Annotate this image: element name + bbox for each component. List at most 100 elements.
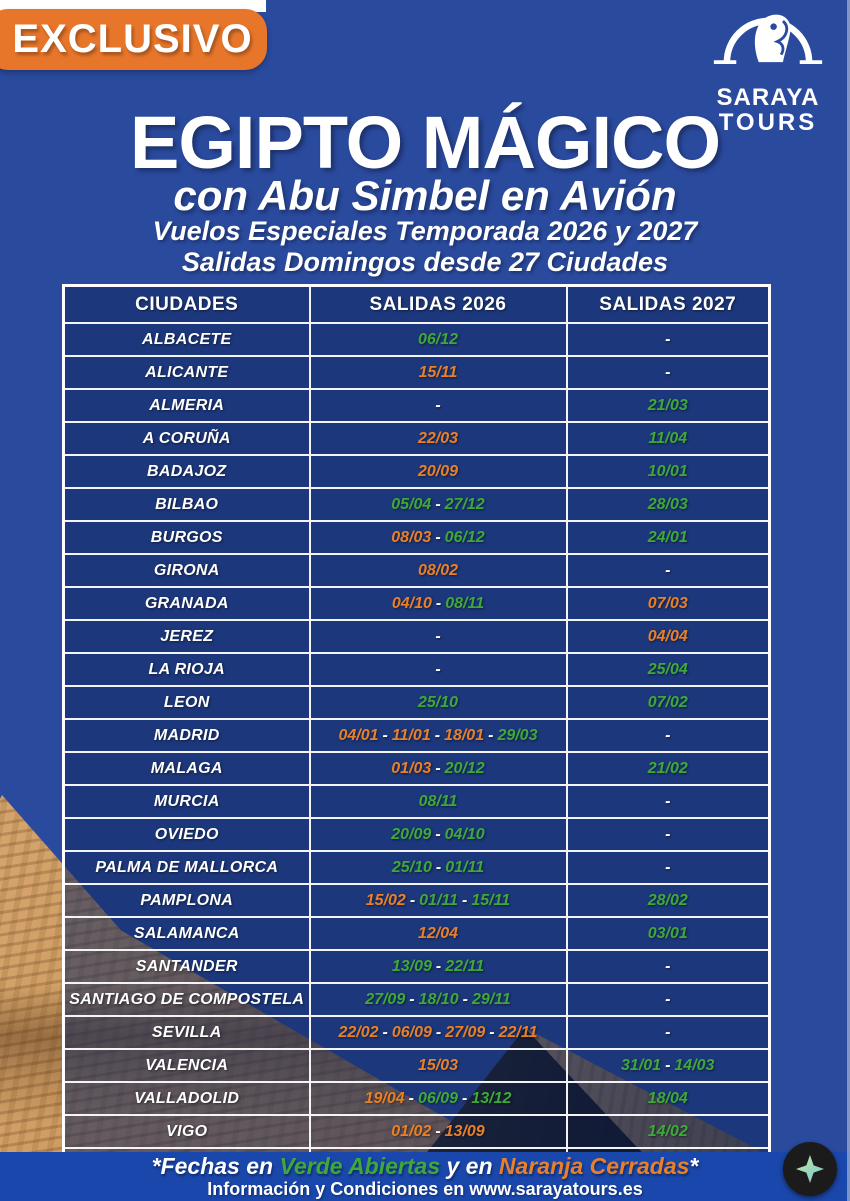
- date-separator: -: [462, 891, 468, 909]
- date-separator: -: [382, 1023, 388, 1041]
- salidas-2026-cell: 20/09: [308, 454, 568, 489]
- date-value: -: [435, 396, 441, 414]
- salidas-2026-cell: -: [308, 652, 568, 687]
- date-value: 08/02: [417, 561, 459, 579]
- salidas-2026-cell: 12/04: [308, 916, 568, 951]
- table-row: LEON 25/10 07/02: [62, 685, 771, 720]
- date-value: 13/12: [471, 1089, 512, 1107]
- date-separator: -: [488, 726, 494, 744]
- date-value: 21/02: [647, 759, 688, 777]
- date-value: 22/03: [417, 429, 459, 447]
- date-value: 27/09: [445, 1023, 486, 1041]
- date-separator: -: [382, 726, 388, 744]
- salidas-2027-cell: -: [565, 322, 771, 357]
- salidas-2026-cell: 08/02: [308, 553, 568, 588]
- salidas-2026-cell: 19/04-06/09-13/12: [308, 1081, 568, 1116]
- date-value: -: [665, 990, 671, 1008]
- salidas-2026-cell: 22/02-06/09-27/09-22/11: [308, 1015, 568, 1050]
- date-separator: -: [462, 990, 468, 1008]
- saraya-tours-logo: SARAYA TOURS: [708, 6, 828, 135]
- footer-note-segment: Naranja Cerradas: [498, 1153, 690, 1180]
- salidas-2026-cell: 04/10-08/11: [308, 586, 568, 621]
- city-cell: GRANADA: [62, 586, 311, 621]
- date-value: -: [665, 858, 671, 876]
- table-row: BILBAO 05/04-27/12 28/03: [62, 487, 771, 522]
- city-cell: OVIEDO: [62, 817, 311, 852]
- date-value: 01/02: [391, 1122, 432, 1140]
- date-value: 01/03: [391, 759, 432, 777]
- salidas-2027-cell: 11/04: [565, 421, 771, 456]
- salidas-2026-cell: 01/03-20/12: [308, 751, 568, 786]
- column-header-ciudades: CIUDADES: [62, 284, 311, 324]
- table-row: MALAGA 01/03-20/12 21/02: [62, 751, 771, 786]
- city-cell: VALENCIA: [62, 1048, 311, 1083]
- date-value: 18/10: [418, 990, 459, 1008]
- salidas-2026-cell: 13/09-22/11: [308, 949, 568, 984]
- city-cell: ALBACETE: [62, 322, 311, 357]
- date-value: 22/11: [445, 957, 485, 975]
- date-value: -: [665, 363, 671, 381]
- city-cell: SEVILLA: [62, 1015, 311, 1050]
- date-value: 25/10: [391, 858, 432, 876]
- date-value: 08/11: [418, 792, 458, 810]
- logo-text-tours: TOURS: [718, 109, 818, 136]
- salidas-2027-cell: 10/01: [565, 454, 771, 489]
- date-separator: -: [435, 858, 442, 876]
- table-header-row: CIUDADES SALIDAS 2026 SALIDAS 2027: [62, 284, 771, 324]
- date-separator: -: [435, 495, 441, 513]
- date-value: -: [435, 660, 441, 678]
- date-value: 10/01: [647, 462, 688, 480]
- date-value: 18/01: [444, 726, 485, 744]
- exclusive-badge-label: EXCLUSIVO: [12, 17, 253, 61]
- salidas-2027-cell: -: [565, 982, 771, 1017]
- date-separator: -: [435, 594, 442, 612]
- table-row: MURCIA 08/11 -: [62, 784, 771, 819]
- city-cell: ALMERIA: [62, 388, 311, 423]
- date-value: 20/12: [444, 759, 485, 777]
- date-separator: -: [409, 990, 415, 1008]
- date-value: 06/12: [417, 330, 459, 348]
- salidas-2027-cell: -: [565, 784, 771, 819]
- city-cell: VIGO: [62, 1114, 311, 1149]
- salidas-2027-cell: 31/01-14/03: [565, 1048, 771, 1083]
- footer-note-segment: Verde Abiertas: [279, 1153, 441, 1180]
- salidas-2026-cell: 08/11: [308, 784, 568, 819]
- date-value: 14/03: [674, 1056, 715, 1074]
- date-value: 27/12: [444, 495, 485, 513]
- city-cell: A CORUÑA: [62, 421, 311, 456]
- date-value: -: [665, 792, 671, 810]
- city-cell: PALMA DE MALLORCA: [62, 850, 311, 885]
- page-title: EGIPTO MÁGICO: [129, 101, 721, 184]
- date-value: 03/01: [647, 924, 688, 942]
- date-value: 07/03: [647, 594, 688, 612]
- salidas-2027-cell: 07/02: [565, 685, 771, 720]
- date-value: 05/04: [391, 495, 432, 513]
- footer-info: Información y Condiciones en www.sarayat…: [207, 1178, 643, 1199]
- date-separator: -: [435, 825, 441, 843]
- city-cell: MURCIA: [62, 784, 311, 819]
- salidas-2026-cell: 15/11: [308, 355, 568, 390]
- table-row: ALICANTE 15/11 -: [62, 355, 771, 390]
- date-value: 28/02: [647, 891, 688, 909]
- date-value: 25/04: [647, 660, 688, 678]
- date-value: 22/02: [338, 1023, 379, 1041]
- salidas-2027-cell: 28/02: [565, 883, 771, 918]
- city-cell: ALICANTE: [62, 355, 311, 390]
- date-value: 21/03: [647, 396, 688, 414]
- salidas-2026-cell: 01/02-13/09: [308, 1114, 568, 1149]
- city-cell: SANTIAGO DE COMPOSTELA: [62, 982, 311, 1017]
- date-separator: -: [408, 1089, 414, 1107]
- exclusive-badge: EXCLUSIVO: [0, 9, 267, 70]
- date-value: 18/04: [647, 1089, 688, 1107]
- date-value: 04/04: [647, 627, 688, 645]
- overlay-widget-button[interactable]: [783, 1142, 837, 1196]
- salidas-2027-cell: 03/01: [565, 916, 771, 951]
- salidas-2026-cell: -: [308, 619, 568, 654]
- table-row: SANTANDER 13/09-22/11-: [62, 949, 771, 984]
- salidas-2026-cell: 25/10: [308, 685, 568, 720]
- salidas-2027-cell: 04/04: [565, 619, 771, 654]
- falcon-arch-icon: [712, 14, 824, 83]
- footer-note-segment: y en: [440, 1153, 499, 1180]
- date-value: 04/10: [391, 594, 432, 612]
